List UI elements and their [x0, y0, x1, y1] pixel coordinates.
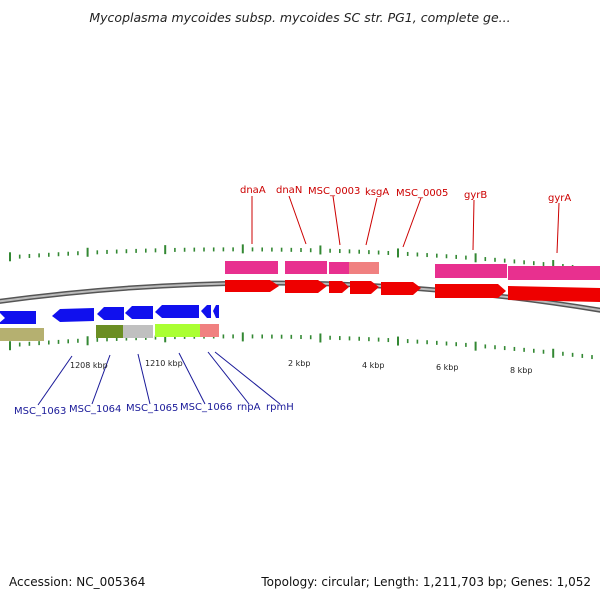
- bottom-label-leaders: [37, 351, 281, 406]
- genome-summary: Topology: circular; Length: 1,211,703 bp…: [261, 575, 591, 589]
- gene-box-dnaA[interactable]: [225, 261, 278, 274]
- gene-label-dnaN[interactable]: dnaN: [276, 185, 302, 196]
- map-title: Mycoplasma mycoides subsp. mycoides SC s…: [89, 10, 511, 25]
- scale-label-1210: 1210 kbp: [145, 359, 183, 368]
- gene-box-msc1065[interactable]: [96, 325, 123, 338]
- cds-arrow-msc1064[interactable]: [52, 308, 94, 322]
- gene-box-msc1065b[interactable]: [123, 325, 153, 338]
- forward-cds-track: [225, 280, 600, 302]
- gene-box-msc1063[interactable]: [0, 328, 44, 341]
- cds-arrow-msc1065b[interactable]: [125, 306, 153, 319]
- cds-arrow-msc0003[interactable]: [329, 281, 349, 293]
- gene-label-ksgA[interactable]: ksgA: [365, 187, 389, 198]
- gene-label-dnaA[interactable]: dnaA: [240, 185, 266, 196]
- gene-box-gyrA[interactable]: [508, 266, 600, 280]
- scale-label-6: 6 kbp: [436, 363, 458, 372]
- gene-box-ksgA[interactable]: [349, 262, 379, 274]
- forward-gene-track: [225, 261, 600, 280]
- cds-arrow-msc1065a[interactable]: [97, 307, 124, 320]
- gene-box-dnaN[interactable]: [285, 261, 327, 274]
- cds-arrow-rpmH[interactable]: [213, 305, 219, 318]
- scale-label-1208: 1208 kbp: [70, 361, 108, 370]
- scale-label-8: 8 kbp: [510, 366, 532, 375]
- gene-label-msc0003[interactable]: MSC_0003: [308, 186, 360, 197]
- reverse-cds-track: [0, 305, 219, 324]
- top-gene-labels: dnaA dnaN MSC_0003 ksgA MSC_0005 gyrB gy…: [240, 185, 571, 204]
- cds-arrow-msc1063[interactable]: [0, 311, 36, 324]
- reverse-gene-track: [0, 324, 219, 341]
- gene-label-rnpA[interactable]: rnpA: [237, 402, 261, 413]
- cds-arrow-dnaN[interactable]: [285, 280, 327, 293]
- gene-box-msc1066[interactable]: [155, 324, 200, 337]
- cds-arrow-dnaA[interactable]: [225, 280, 279, 292]
- gene-label-msc1065[interactable]: MSC_1065: [126, 403, 178, 414]
- gene-box-rnpA[interactable]: [200, 324, 219, 337]
- gene-box-msc0003[interactable]: [329, 262, 349, 274]
- cds-arrow-gyrB[interactable]: [435, 284, 506, 298]
- cds-arrow-msc1066[interactable]: [155, 305, 199, 318]
- scale-labels: 1208 kbp 1210 kbp 2 kbp 4 kbp 6 kbp 8 kb…: [70, 359, 532, 375]
- gene-label-msc1064[interactable]: MSC_1064: [69, 404, 121, 415]
- cds-arrow-gyrA[interactable]: [508, 286, 600, 302]
- top-label-leaders: [251, 195, 560, 254]
- scale-label-2: 2 kbp: [288, 359, 310, 368]
- accession-label: Accession: NC_005364: [9, 575, 146, 589]
- gene-label-rpmH[interactable]: rpmH: [266, 402, 294, 413]
- cds-arrow-rnpA[interactable]: [201, 305, 211, 318]
- bottom-gene-labels: MSC_1063 MSC_1064 MSC_1065 MSC_1066 rnpA…: [14, 402, 294, 417]
- gene-label-msc1066[interactable]: MSC_1066: [180, 402, 232, 413]
- gene-label-msc1063[interactable]: MSC_1063: [14, 406, 66, 417]
- tick-row-lower: [9, 332, 593, 360]
- gene-label-gyrB[interactable]: gyrB: [464, 190, 487, 201]
- cds-arrow-ksgA[interactable]: [350, 281, 379, 294]
- gene-label-msc0005[interactable]: MSC_0005: [396, 188, 448, 199]
- scale-label-4: 4 kbp: [362, 361, 384, 370]
- cds-arrow-msc0005[interactable]: [381, 282, 421, 295]
- gene-label-gyrA[interactable]: gyrA: [548, 193, 571, 204]
- gene-box-gyrB[interactable]: [435, 264, 507, 278]
